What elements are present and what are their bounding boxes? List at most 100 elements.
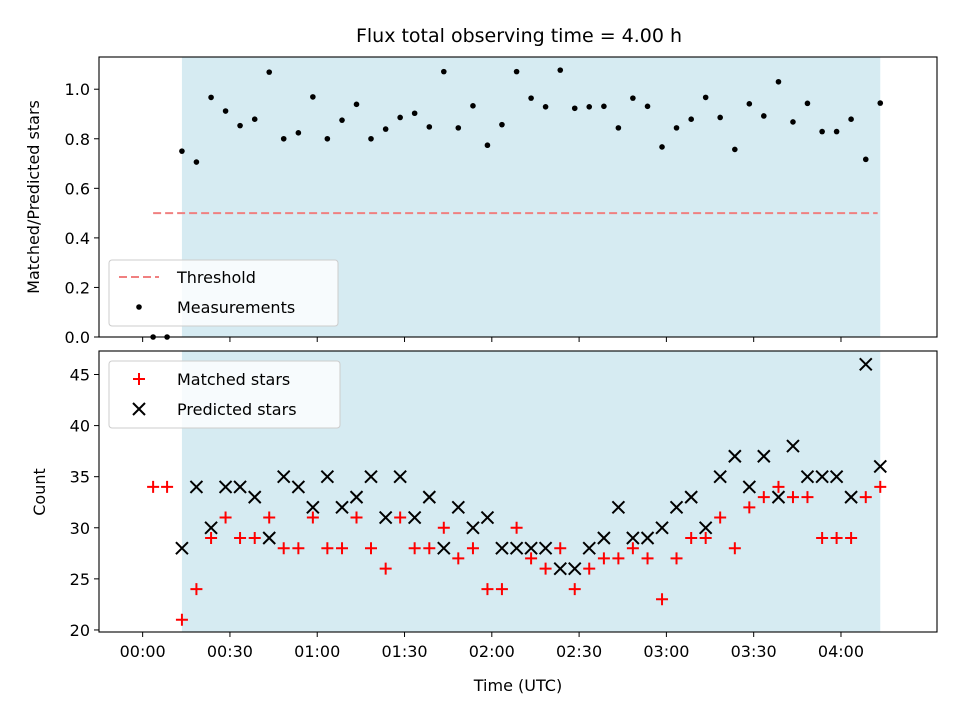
matched-star-point: [539, 562, 552, 575]
x-tick-label: 00:30: [207, 642, 253, 661]
matched-star-point: [452, 552, 465, 565]
predicted-star-point: [844, 490, 858, 504]
predicted-star-point: [655, 521, 669, 535]
measurement-point: [804, 100, 811, 107]
matched-star-point: [263, 511, 276, 524]
bottom-axes-frame: [98, 350, 938, 633]
predicted-star-point: [437, 541, 451, 555]
matched-star-point: [175, 613, 188, 626]
measurement-point: [542, 104, 549, 110]
matched-star-point: [525, 552, 538, 565]
measurement-point: [324, 135, 331, 142]
y-tick-label: 40: [70, 417, 90, 436]
predicted-star-point: [495, 541, 509, 555]
measurement-point: [426, 124, 433, 130]
predicted-star-point: [684, 490, 698, 504]
predicted-star-point: [524, 541, 538, 555]
x-tick-label: 01:00: [294, 642, 340, 661]
predicted-star-point: [218, 480, 233, 494]
matched-star-point: [859, 491, 872, 504]
matched-star-point: [277, 542, 290, 555]
predicted-star-point: [742, 480, 757, 494]
measurement-point: [761, 113, 767, 119]
top-panel: 0.0 0.2 0.4 0.6 0.8 1.0 Matched/Predicted sta…: [24, 56, 938, 347]
measurement-point: [848, 116, 854, 122]
legend-predicted-swatch: [132, 402, 146, 416]
predicted-star-point: [538, 541, 553, 555]
matched-star-point: [845, 531, 858, 544]
x-tick-label: 00:00: [120, 642, 166, 661]
predicted-star-point: [611, 500, 626, 515]
matched-star-point: [423, 542, 436, 555]
matched-star-point: [481, 583, 494, 596]
measurement-point: [353, 101, 360, 108]
measurement-point: [819, 128, 825, 135]
measurement-point: [659, 144, 665, 150]
predicted-star-point: [189, 480, 204, 494]
predicted-star-point: [582, 541, 596, 555]
x-tick-label: 02:30: [556, 642, 602, 661]
chart-title: Flux total observing time = 4.00 h: [356, 25, 682, 47]
predicted-star-point: [306, 500, 320, 515]
matched-star-point: [379, 562, 392, 575]
measurement-point: [470, 103, 476, 109]
predicted-star-point: [859, 357, 873, 371]
measurement-point: [673, 125, 680, 131]
matched-star-point: [161, 480, 174, 493]
predicted-star-point: [175, 541, 189, 555]
legend-measurements-swatch: [136, 304, 142, 310]
predicted-star-point: [626, 531, 640, 545]
predicted-star-point: [771, 490, 786, 504]
measurement-point: [877, 100, 884, 106]
measurement-point: [833, 128, 840, 135]
bottom-panel: 20 25 30 35 40 45 00:00 00:30 01:00 01:30 02:00 02…: [30, 350, 938, 695]
bottom-legend-box: [108, 360, 341, 429]
matched-star-point: [743, 501, 756, 514]
y-tick-label: 25: [70, 570, 90, 589]
matched-star-point: [147, 480, 160, 493]
measurement-point: [862, 156, 869, 163]
predicted-star-point: [262, 531, 276, 545]
measurement-point: [732, 146, 738, 153]
predicted-star-point: [291, 480, 306, 494]
matched-star-point: [336, 542, 349, 555]
predicted-star-point: [509, 541, 524, 555]
y-tick-label: 0.4: [65, 229, 90, 248]
measurement-point: [251, 116, 258, 122]
matched-star-point: [394, 511, 407, 524]
matched-star-point: [510, 521, 523, 534]
measurement-point: [222, 108, 229, 114]
bottom-x-ticks: 00:00 00:30 01:00 01:30 02:00 02:30 03:00 03:30…: [120, 632, 864, 661]
measurement-point: [630, 95, 636, 101]
y-tick-label: 0.8: [65, 130, 90, 149]
matched-star-point: [685, 531, 698, 544]
y-tick-label: 20: [70, 621, 90, 640]
predicted-star-point: [698, 521, 713, 535]
bottom-y-axis-label: Count: [30, 468, 49, 516]
measurement-point: [499, 121, 505, 128]
x-tick-label: 03:30: [731, 642, 777, 661]
measurement-point: [193, 159, 200, 165]
measurement-point: [586, 104, 593, 110]
legend-matched-label: Matched stars: [177, 370, 290, 389]
bottom-legend: Matched stars Predicted stars: [108, 360, 341, 429]
measurement-point: [615, 125, 622, 131]
predicted-star-point: [277, 469, 291, 484]
x-tick-label: 02:00: [469, 642, 515, 661]
x-tick-label: 01:30: [381, 642, 427, 661]
legend-predicted-label: Predicted stars: [177, 400, 297, 419]
measurement-point: [688, 116, 694, 122]
predicted-star-point: [466, 521, 480, 535]
y-tick-label: 45: [70, 366, 90, 385]
predicted-star-point: [233, 480, 247, 494]
legend-matched-swatch: [133, 373, 145, 385]
matched-star-point: [656, 593, 669, 606]
matched-star-point: [670, 552, 683, 565]
matched-star-point: [437, 521, 450, 534]
matched-star-point: [830, 531, 843, 544]
y-tick-label: 30: [70, 519, 90, 538]
matched-star-point: [408, 542, 421, 555]
measurement-point: [382, 126, 389, 132]
predicted-star-point: [669, 500, 684, 515]
predicted-star-point: [786, 439, 800, 453]
